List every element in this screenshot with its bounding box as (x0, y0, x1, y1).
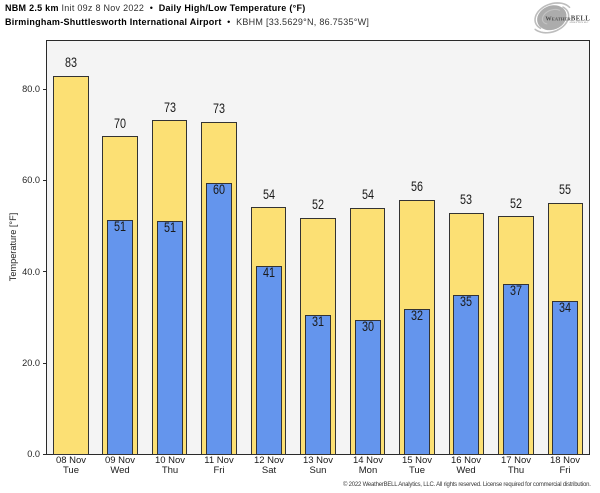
svg-text:WEATHERBELL: WEATHERBELL (545, 16, 590, 23)
svg-text:ANALYTICS LLC: ANALYTICS LLC (569, 21, 589, 24)
